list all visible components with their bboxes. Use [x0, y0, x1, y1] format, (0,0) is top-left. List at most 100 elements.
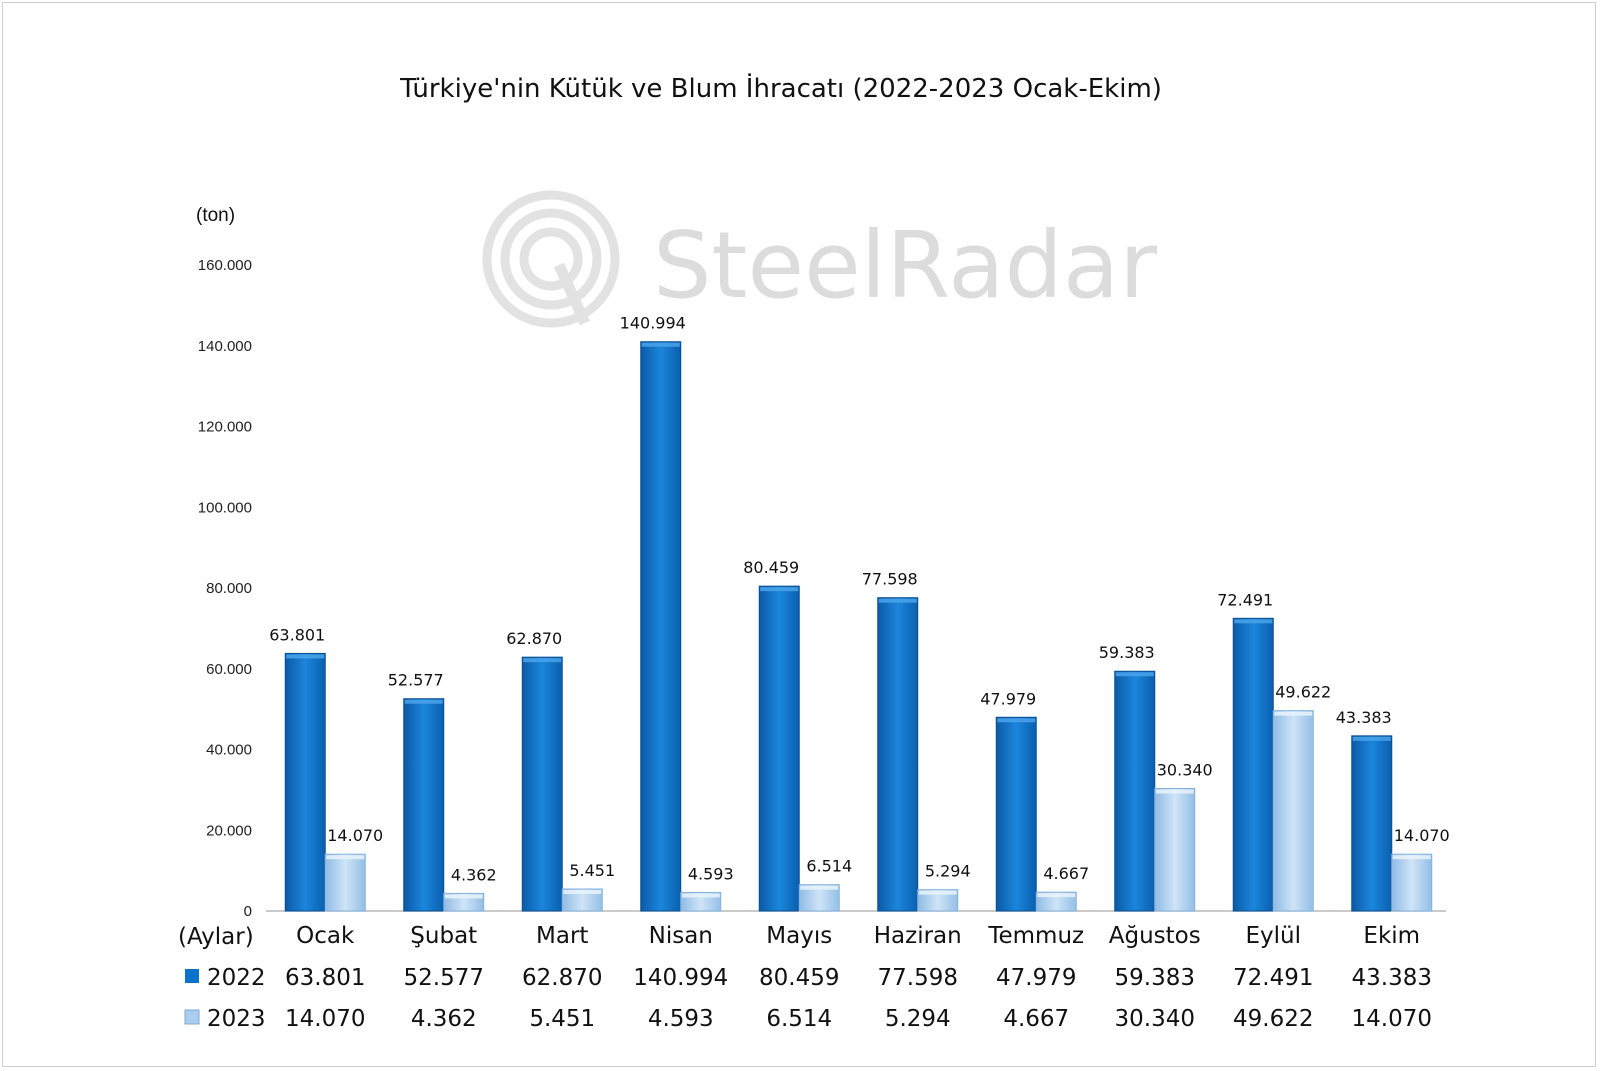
bar-2022-5: [877, 597, 919, 912]
table-cell-2022: 63.801: [285, 965, 365, 991]
y-tick-label: 20.000: [206, 822, 252, 839]
data-label-2023: 6.514: [806, 857, 852, 876]
table-cell-2023: 30.340: [1115, 1006, 1195, 1032]
data-label-2023: 14.070: [1394, 826, 1450, 845]
table-cell-2023: 49.622: [1233, 1006, 1313, 1032]
bar-bevel: [563, 889, 602, 894]
x-axis-label: (Aylar): [178, 924, 254, 950]
data-label-2022: 140.994: [620, 314, 686, 333]
data-label-2023: 5.294: [925, 862, 971, 881]
category-label: Ağustos: [1109, 923, 1201, 949]
table-cell-2023: 14.070: [285, 1006, 365, 1032]
bar-2022-3: [640, 341, 682, 912]
table-cell-2022: 77.598: [878, 965, 958, 991]
table-cell-2022: 140.994: [633, 965, 728, 991]
table-cell-2023: 4.667: [1003, 1006, 1069, 1032]
bar-bevel: [681, 893, 720, 898]
legend-swatch-2022: [185, 969, 199, 983]
category-label: Haziran: [874, 923, 962, 949]
bar-bevel: [1037, 893, 1076, 898]
data-label-2022: 80.459: [743, 558, 799, 577]
y-axis-ticks: 0 20.000 40.000 60.000 80.000 100.000 120.000 1…: [198, 257, 252, 920]
table-cell-2023: 5.294: [885, 1006, 951, 1032]
table-cell-2023: 4.593: [648, 1006, 714, 1032]
data-labels-group: 63.801 14.070 52.577 4.362 62.870 5.451 140.99…: [269, 314, 1449, 885]
table-cell-2023: 6.514: [766, 1006, 832, 1032]
bar-bevel: [1352, 736, 1391, 741]
table-cell-2023: 5.451: [529, 1006, 595, 1032]
y-tick-label: 160.000: [198, 257, 252, 274]
data-label-2022: 62.870: [506, 629, 562, 648]
data-label-2023: 4.667: [1043, 864, 1089, 883]
watermark-text: SteelRadar: [653, 212, 1157, 319]
bar-bevel: [286, 654, 325, 659]
y-tick-label: 100.000: [198, 499, 252, 516]
bar-2022-1: [403, 698, 445, 912]
bar-2023-7: [1154, 788, 1196, 912]
watermark-logo: SteelRadar: [482, 190, 1157, 328]
bar-bevel: [878, 598, 917, 603]
bar-2023-0: [324, 853, 366, 912]
bar-bevel: [641, 342, 680, 347]
y-tick-label: 80.000: [206, 580, 252, 597]
table-cell-2022: 52.577: [404, 965, 484, 991]
data-label-2022: 47.979: [980, 689, 1036, 708]
bar-2022-2: [521, 656, 563, 912]
table-cell-2023: 4.362: [411, 1006, 477, 1032]
category-label: Nisan: [649, 923, 713, 949]
bar-bevel: [760, 587, 799, 592]
table-cell-2022: 80.459: [759, 965, 839, 991]
table-cell-2022: 47.979: [996, 965, 1076, 991]
data-label-2023: 4.362: [451, 865, 497, 884]
bar-2022-8: [1232, 617, 1274, 912]
bar-2022-7: [1114, 670, 1156, 912]
category-label: Ekim: [1363, 923, 1420, 949]
data-label-2023: 49.622: [1275, 683, 1331, 702]
category-labels-group: Ocak Şubat Mart Nisan Mayıs Haziran Temmuz Ağus…: [296, 923, 1420, 949]
bar-bevel: [997, 718, 1036, 723]
bar-2023-9: [1391, 853, 1433, 912]
category-label: Şubat: [410, 923, 477, 949]
table-cell-2022: 72.491: [1233, 965, 1313, 991]
data-label-2023: 4.593: [688, 864, 734, 883]
bar-bevel: [444, 894, 483, 899]
table-cell-2023: 14.070: [1352, 1006, 1432, 1032]
chart-title: Türkiye'nin Kütük ve Blum İhracatı (2022…: [399, 72, 1162, 104]
bar-2023-5: [917, 889, 959, 912]
bar-bevel: [918, 890, 957, 895]
data-label-2022: 63.801: [269, 625, 325, 644]
legend-label-2022: 2022: [207, 965, 266, 991]
table-cell-2022: 43.383: [1352, 965, 1432, 991]
chart-svg: SteelRadar Türkiye'nin Kütük ve Blum İhr…: [178, 72, 1450, 1032]
y-axis-unit: (ton): [196, 205, 235, 226]
data-table: 2022 2023 63.801 14.070 52.577 4.362 62.870 5…: [184, 965, 1432, 1032]
bar-2022-0: [284, 652, 326, 912]
legend-swatch-2023: [184, 1009, 200, 1025]
bar-bevel: [1234, 619, 1273, 624]
bar-bevel: [1274, 711, 1313, 716]
y-tick-label: 60.000: [206, 661, 252, 678]
table-cell-2022: 59.383: [1115, 965, 1195, 991]
bar-bevel: [1392, 855, 1431, 860]
data-label-2022: 72.491: [1217, 590, 1273, 609]
bar-2023-8: [1272, 710, 1314, 912]
category-label: Mart: [536, 923, 588, 949]
legend-label-2023: 2023: [207, 1006, 266, 1032]
data-label-2022: 52.577: [388, 671, 444, 690]
data-label-2023: 5.451: [569, 861, 615, 880]
bars-group: [284, 341, 1433, 912]
bar-2023-2: [561, 888, 603, 912]
bar-2022-4: [758, 585, 800, 912]
y-tick-label: 140.000: [198, 338, 252, 355]
bar-bevel: [326, 855, 365, 860]
bar-bevel: [523, 658, 562, 663]
y-tick-label: 40.000: [206, 742, 252, 759]
data-label-2022: 43.383: [1336, 708, 1392, 727]
bar-bevel: [800, 885, 839, 890]
data-label-2022: 77.598: [862, 570, 918, 589]
data-label-2023: 14.070: [327, 826, 383, 845]
table-cell-2022: 62.870: [522, 965, 602, 991]
bar-bevel: [1115, 672, 1154, 677]
bar-2022-9: [1351, 735, 1393, 912]
